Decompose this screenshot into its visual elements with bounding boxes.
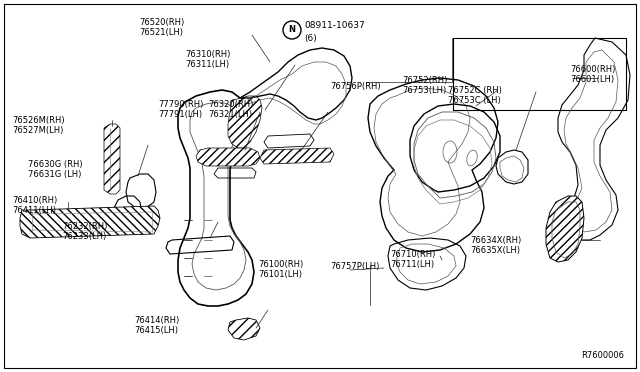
Text: 76100(RH)
76101(LH): 76100(RH) 76101(LH) [258, 260, 303, 279]
Text: 76310(RH)
76311(LH): 76310(RH) 76311(LH) [185, 50, 230, 70]
Polygon shape [20, 206, 160, 238]
Text: 08911-10637: 08911-10637 [304, 22, 365, 31]
Text: 76710(RH)
76711(LH): 76710(RH) 76711(LH) [390, 250, 435, 269]
Text: R7600006: R7600006 [581, 351, 624, 360]
Text: 76752(RH)
76753(LH): 76752(RH) 76753(LH) [402, 76, 447, 95]
Text: 76520(RH)
76521(LH): 76520(RH) 76521(LH) [139, 18, 184, 38]
Polygon shape [260, 148, 334, 164]
Polygon shape [228, 318, 260, 340]
Text: 76600(RH)
76601(LH): 76600(RH) 76601(LH) [570, 65, 616, 84]
Text: 76756P(RH): 76756P(RH) [330, 82, 381, 91]
Text: 76410(RH)
76411(LH): 76410(RH) 76411(LH) [12, 196, 57, 215]
Text: (6): (6) [304, 33, 317, 42]
Text: 76320(RH)
76321(LH): 76320(RH) 76321(LH) [208, 100, 253, 119]
Text: 76757P(LH): 76757P(LH) [330, 262, 380, 271]
Polygon shape [196, 148, 260, 166]
Text: 76752C (RH)
76753C (LH): 76752C (RH) 76753C (LH) [448, 86, 502, 105]
Text: 76526M(RH)
76527M(LH): 76526M(RH) 76527M(LH) [12, 116, 65, 135]
Text: 77790(RH)
77791(LH): 77790(RH) 77791(LH) [158, 100, 204, 119]
Text: N: N [289, 26, 296, 35]
Text: 76232(RH)
76233(LH): 76232(RH) 76233(LH) [62, 222, 108, 241]
Polygon shape [228, 96, 262, 148]
Polygon shape [546, 196, 584, 262]
Text: 76634X(RH)
76635X(LH): 76634X(RH) 76635X(LH) [470, 236, 521, 256]
Polygon shape [104, 124, 120, 194]
Text: 76414(RH)
76415(LH): 76414(RH) 76415(LH) [134, 316, 179, 336]
Text: 76630G (RH)
76631G (LH): 76630G (RH) 76631G (LH) [28, 160, 83, 179]
